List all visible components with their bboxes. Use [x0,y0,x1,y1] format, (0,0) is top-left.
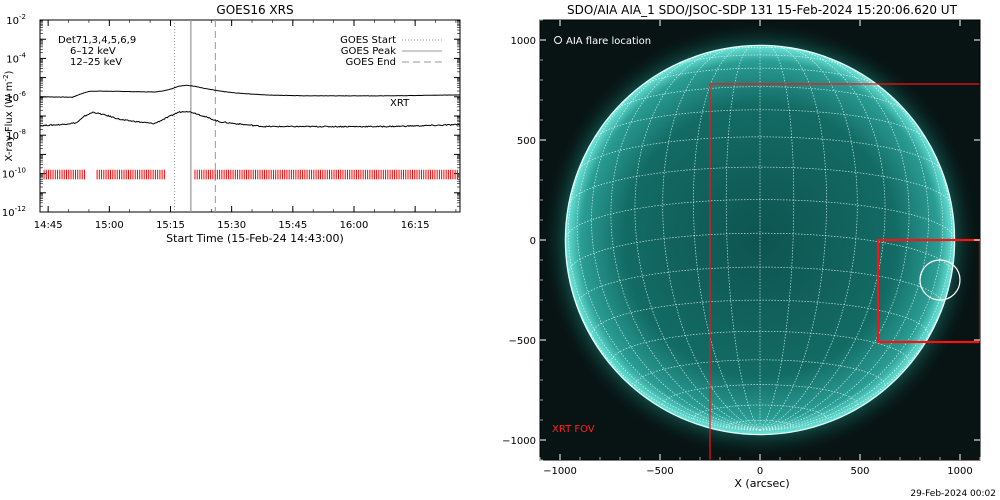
longitude-line [759,57,929,431]
aia-xtick-label: 1000 [947,466,972,477]
aia-xtick-label: 500 [850,466,869,477]
latitude-line [593,109,927,140]
goes-ylabel: X-ray Flux (W m-2) [2,70,15,161]
latitude-line [638,67,882,88]
longitude-line [759,46,858,431]
goes-xrs-panel: GOES16 XRS 10-210-410-610-810-1010-1214:… [2,3,461,245]
xrt-coverage-ticks [43,169,461,180]
aia-ytick-label: 1000 [511,36,536,47]
longitude-line [759,45,827,431]
aia-ytick-label: 0 [530,236,536,247]
longitude-line [693,45,761,431]
goes-xtick-label: 14:45 [34,220,63,231]
xrt-fov-small-box [876,238,980,344]
flare-legend-label: AIA flare location [566,36,651,47]
goes-event-markers [174,20,216,212]
latitude-line [568,166,952,206]
xrt-fov-boxes [709,83,980,460]
xrt-label: XRT [390,98,410,109]
band-low-label: 6–12 keV [70,46,116,57]
longitude-line [568,114,761,431]
goes-ytick-exponent: -10 [15,167,26,175]
aia-ytick-label: −500 [509,336,536,347]
longitude-line [759,114,952,431]
latitude-line [568,232,952,274]
goes-long-channel-line [40,84,460,98]
legend-label: GOES Start [340,35,396,46]
longitude-line [759,72,944,431]
footer-date: 29-Feb-2024 00:02 [910,489,996,499]
goes-xtick-label: 15:15 [156,220,185,231]
aia-image-panel: SDO/AIA AIA_1 SDO/JSOC-SDP 131 15-Feb-20… [502,3,981,490]
goes-ytick-exponent: -4 [19,51,27,59]
aia-xtick-label: −1000 [543,466,577,477]
latitude-line [634,359,886,386]
goes-xtick-label: 15:30 [217,220,246,231]
flare-legend-symbol [554,36,562,44]
longitude-line [634,49,761,431]
aia-ytick-label: −1000 [502,436,536,447]
goes-xtick-label: 15:00 [95,220,124,231]
longitude-line [662,46,761,431]
goes-ytick-label: 10-4 [6,51,26,65]
latitude-line [565,199,955,241]
aia-ytick-label: 500 [517,136,536,147]
aia-xtick-label: −500 [646,466,673,477]
xrt-fov-label: XRT FOV [552,424,595,435]
latitude-line [613,86,907,112]
detector-label: Det71,3,4,5,6,9 [58,35,136,46]
longitude-line [591,57,761,431]
goes-ytick-label: 10-12 [2,205,26,219]
goes-ytick-exponent: -8 [19,128,26,136]
legend-label: GOES Peak [341,46,396,57]
goes-ytick-label: 10-2 [6,13,26,27]
goes-flux-curves [39,84,461,128]
goes-title: GOES16 XRS [216,3,293,17]
aia-title: SDO/AIA AIA_1 SDO/JSOC-SDP 131 15-Feb-20… [567,3,958,17]
goes-ytick-exponent: -2 [19,13,26,21]
goes-xtick-label: 16:15 [401,220,430,231]
aia-xtick-label: 0 [757,466,763,477]
longitude-line [725,45,761,431]
goes-short-channel-line [39,110,461,128]
goes-xlabel: Start Time (15-Feb-24 14:43:00) [166,232,344,245]
goes-xtick-label: 15:45 [278,220,307,231]
flare-location-circle [919,259,961,301]
xrt-fov-large-box [709,83,980,460]
latitude-line [610,331,910,363]
legend-label: GOES End [346,57,396,68]
goes-ytick-label: 10-10 [2,167,26,181]
goes-xtick-label: 16:00 [340,220,369,231]
aia-axes: −1000 −500 0 500 1000 1000 500 0 −500 −1000 [502,19,981,477]
aia-xlabel: X (arcsec) [734,477,789,490]
goes-ytick-exponent: -12 [15,205,26,213]
longitude-line [759,45,795,431]
band-high-label: 12–25 keV [70,57,122,68]
goes-ytick-exponent: -6 [19,90,27,98]
longitude-line [576,72,761,431]
